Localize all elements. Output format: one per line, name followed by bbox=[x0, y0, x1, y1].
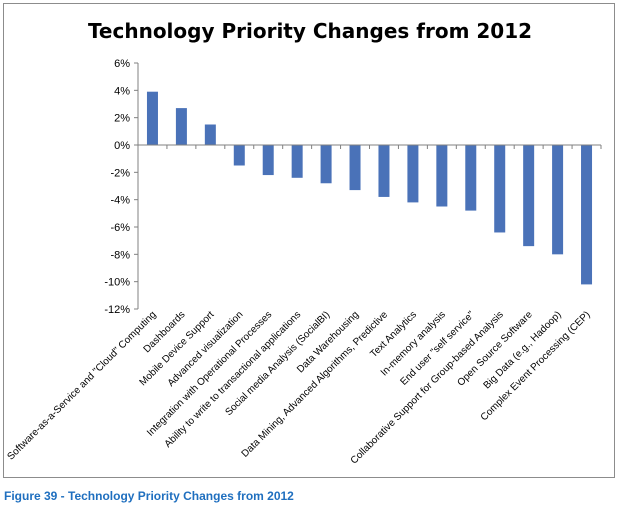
y-tick-label: 6% bbox=[114, 58, 130, 70]
bar bbox=[291, 145, 303, 178]
y-tick-label: -4% bbox=[110, 195, 130, 207]
y-tick-label: -8% bbox=[110, 249, 130, 261]
chart-frame bbox=[3, 3, 615, 478]
y-tick-label: -12% bbox=[104, 304, 130, 316]
bar bbox=[320, 145, 332, 184]
bar bbox=[349, 145, 361, 191]
bar bbox=[233, 145, 245, 166]
y-tick-label: -6% bbox=[110, 222, 130, 234]
y-tick-label: 2% bbox=[114, 113, 130, 125]
y-tick-label: 0% bbox=[114, 140, 130, 152]
category-label: Ability to write to transactional applic… bbox=[163, 309, 304, 450]
chart-title: Technology Priority Changes from 2012 bbox=[88, 19, 532, 43]
bar bbox=[523, 145, 535, 247]
y-tick-label: -10% bbox=[104, 277, 130, 289]
bar bbox=[146, 91, 158, 145]
bar bbox=[262, 145, 274, 176]
bar bbox=[465, 145, 477, 211]
y-tick-label: 4% bbox=[114, 85, 130, 97]
category-label: Software-as-a-Service and "Cloud" Comput… bbox=[5, 309, 158, 462]
y-tick-label: -2% bbox=[110, 167, 130, 179]
bar bbox=[175, 108, 187, 145]
bar bbox=[581, 145, 593, 285]
figure-caption: Figure 39 - Technology Priority Changes … bbox=[4, 489, 294, 503]
bar bbox=[552, 145, 564, 255]
bar-chart: Technology Priority Changes from 2012 6%… bbox=[5, 19, 602, 466]
bar bbox=[494, 145, 506, 233]
bar bbox=[436, 145, 448, 207]
plot-area: 6% 4% 2% 0% -2% -4% -6% -8% -10% -12%Software-as-… bbox=[5, 58, 602, 466]
bar bbox=[204, 124, 216, 145]
bar bbox=[407, 145, 419, 203]
bar bbox=[378, 145, 390, 197]
